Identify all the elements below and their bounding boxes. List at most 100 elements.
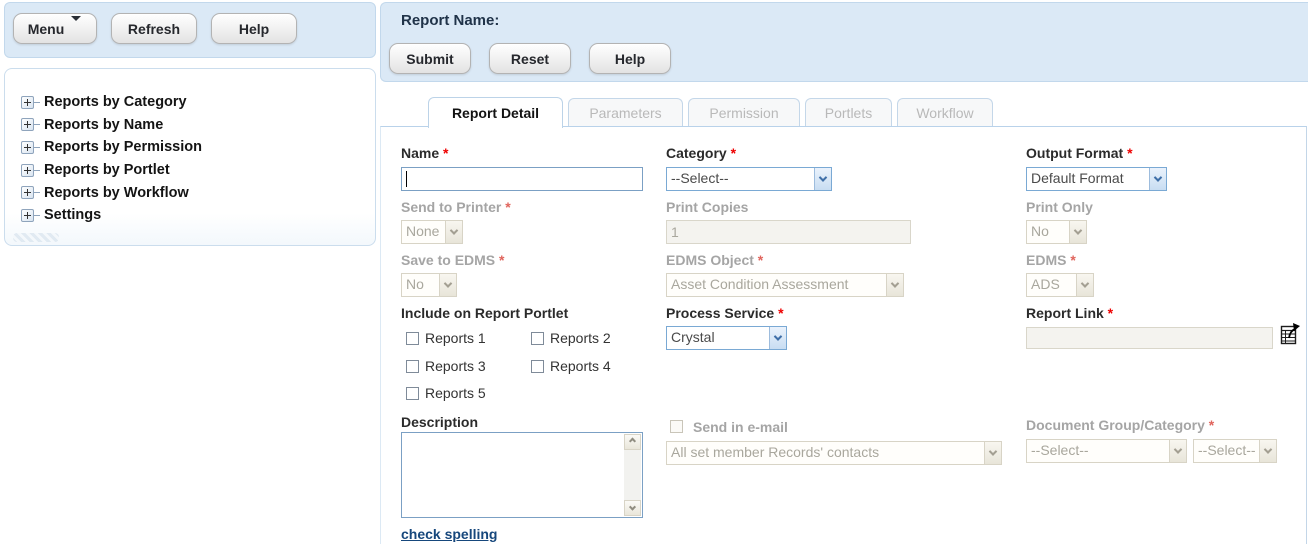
menu-dropdown-icon xyxy=(71,15,82,37)
print-copies-input: 1 xyxy=(666,220,911,244)
document-category-select: --Select-- xyxy=(1193,439,1277,463)
process-service-label: Process Service * xyxy=(666,305,784,321)
tree-item-reports-by-portlet[interactable]: Reports by Portlet xyxy=(21,159,202,182)
chevron-down-icon xyxy=(628,503,637,511)
edms-object-select: Asset Condition Assessment xyxy=(666,273,904,297)
chevron-down-icon xyxy=(886,274,903,296)
document-group-category-label: Document Group/Category * xyxy=(1026,417,1215,433)
output-format-select-value: Default Format xyxy=(1031,170,1124,186)
category-select[interactable]: --Select-- xyxy=(666,167,832,191)
reports-navigation-tree: Reports by Category Reports by Name Repo… xyxy=(4,68,376,246)
tab-report-detail[interactable]: Report Detail xyxy=(428,97,563,128)
tree-item-reports-by-category[interactable]: Reports by Category xyxy=(21,91,202,114)
reports-2-checkbox[interactable] xyxy=(531,332,544,345)
expand-plus-icon[interactable] xyxy=(21,186,34,200)
include-on-report-portlet-label: Include on Report Portlet xyxy=(401,305,569,321)
expand-plus-icon[interactable] xyxy=(21,118,34,132)
menu-button[interactable]: Menu xyxy=(13,13,97,44)
reports-4-checkbox[interactable] xyxy=(531,360,544,373)
edms-select-value: ADS xyxy=(1031,276,1060,292)
reports-5-checkbox[interactable] xyxy=(406,387,419,400)
expand-plus-icon[interactable] xyxy=(21,140,34,154)
tab-workflow[interactable]: Workflow xyxy=(897,98,993,127)
tree-item-label: Reports by Permission xyxy=(44,139,202,156)
chevron-down-icon xyxy=(984,442,1001,464)
page-title: Report Name: xyxy=(401,12,500,29)
refresh-button[interactable]: Refresh xyxy=(111,13,197,44)
print-only-select: No xyxy=(1026,220,1087,244)
tree-item-label: Reports by Category xyxy=(44,94,187,111)
report-header-panel: Report Name: Submit Reset Help xyxy=(380,2,1308,82)
reports-5-checkbox-label: Reports 5 xyxy=(425,385,486,401)
reports-4-checkbox-label: Reports 4 xyxy=(550,358,611,374)
send-to-printer-select: None xyxy=(401,220,463,244)
chevron-up-icon xyxy=(628,437,637,445)
category-label: Category * xyxy=(666,145,737,161)
expand-plus-icon[interactable] xyxy=(21,163,34,177)
edms-select: ADS xyxy=(1026,273,1094,297)
name-label: Name * xyxy=(401,145,449,161)
print-copies-label: Print Copies xyxy=(666,199,749,215)
tree-item-settings[interactable]: Settings xyxy=(21,204,202,227)
chevron-down-icon xyxy=(769,327,786,349)
expand-plus-icon[interactable] xyxy=(21,208,34,222)
help-button-label: Help xyxy=(238,20,270,37)
reports-1-checkbox[interactable] xyxy=(406,332,419,345)
output-format-label: Output Format * xyxy=(1026,145,1133,161)
output-format-select[interactable]: Default Format xyxy=(1026,167,1167,191)
chevron-down-icon xyxy=(1069,221,1086,243)
resize-grip xyxy=(13,233,59,242)
send-in-email-label: Send in e-mail xyxy=(693,419,788,435)
report-detail-form: Name * Category * --Select-- Output Form… xyxy=(380,126,1307,544)
save-to-edms-select-value: No xyxy=(406,276,424,292)
chevron-down-icon xyxy=(439,274,456,296)
category-select-value: --Select-- xyxy=(671,170,729,186)
expand-plus-icon[interactable] xyxy=(21,95,34,109)
print-only-select-value: No xyxy=(1031,223,1049,239)
refresh-button-label: Refresh xyxy=(127,20,181,37)
toolbar-help-button[interactable]: Help xyxy=(211,13,297,44)
submit-button-label: Submit xyxy=(406,50,454,67)
check-spelling-link[interactable]: check spelling xyxy=(401,526,498,542)
reports-1-checkbox-label: Reports 1 xyxy=(425,330,486,346)
edms-object-label: EDMS Object * xyxy=(666,252,764,268)
reset-button-label: Reset xyxy=(510,50,550,67)
print-copies-value: 1 xyxy=(671,224,679,240)
edms-object-select-value: Asset Condition Assessment xyxy=(671,276,849,292)
tree-item-reports-by-permission[interactable]: Reports by Permission xyxy=(21,136,202,159)
tab-permission[interactable]: Permission xyxy=(688,98,800,127)
report-link-input xyxy=(1026,327,1273,349)
form-help-button[interactable]: Help xyxy=(589,43,671,74)
toolbar-panel: Menu Refresh Help xyxy=(4,2,376,58)
tree-item-reports-by-name[interactable]: Reports by Name xyxy=(21,114,202,137)
scroll-down-button[interactable] xyxy=(624,500,641,516)
process-service-select[interactable]: Crystal xyxy=(666,326,787,350)
scroll-up-button[interactable] xyxy=(624,434,641,450)
tree-list: Reports by Category Reports by Name Repo… xyxy=(21,91,202,227)
submit-button[interactable]: Submit xyxy=(389,43,471,74)
reset-button[interactable]: Reset xyxy=(489,43,571,74)
tab-parameters[interactable]: Parameters xyxy=(568,98,683,127)
print-only-label: Print Only xyxy=(1026,199,1093,215)
description-textarea[interactable] xyxy=(401,432,643,518)
tab-portlets[interactable]: Portlets xyxy=(805,98,892,127)
description-label: Description xyxy=(401,414,479,430)
chevron-down-icon xyxy=(1259,440,1276,462)
email-contacts-select: All set member Records' contacts xyxy=(666,441,1002,465)
chevron-down-icon xyxy=(445,221,462,243)
tree-item-label: Reports by Name xyxy=(44,116,164,133)
reports-3-checkbox-label: Reports 3 xyxy=(425,358,486,374)
reports-3-checkbox[interactable] xyxy=(406,360,419,373)
chevron-down-icon xyxy=(1076,274,1093,296)
text-caret xyxy=(406,171,407,187)
send-to-printer-select-value: None xyxy=(406,223,440,239)
tree-item-label: Reports by Portlet xyxy=(44,162,170,179)
reports-2-checkbox-label: Reports 2 xyxy=(550,330,611,346)
save-to-edms-select: No xyxy=(401,273,457,297)
tree-item-reports-by-workflow[interactable]: Reports by Workflow xyxy=(21,181,202,204)
textarea-scrollbar[interactable] xyxy=(624,434,641,516)
chevron-down-icon xyxy=(1169,440,1186,462)
name-input[interactable] xyxy=(401,167,643,191)
report-lookup-icon[interactable] xyxy=(1279,321,1303,347)
